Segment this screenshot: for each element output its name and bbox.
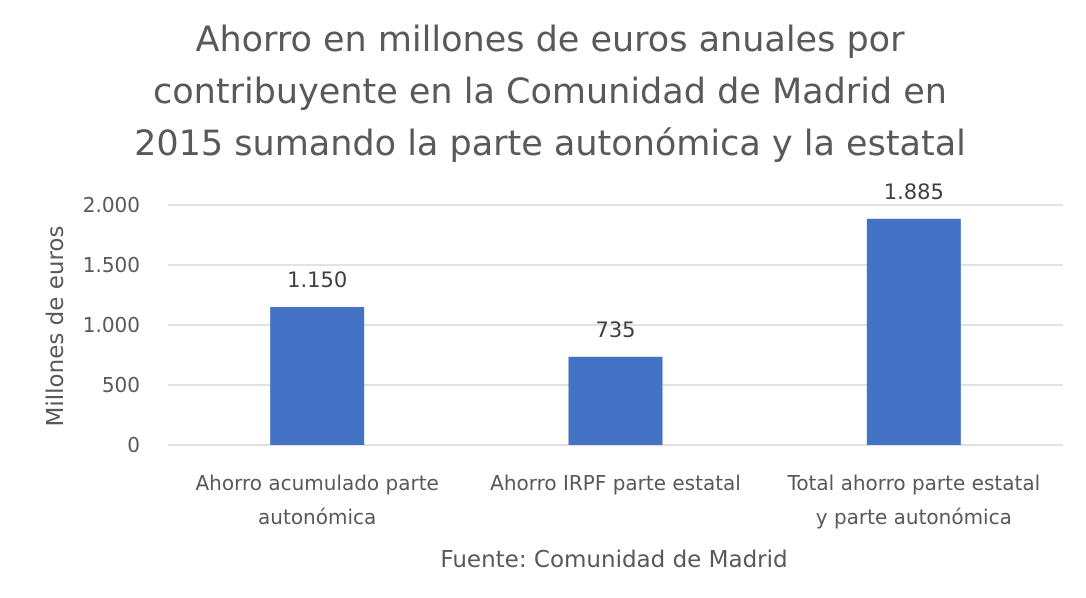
chart-title-line-2: contribuyente en la Comunidad de Madrid … (153, 72, 947, 112)
y-axis-ticks: 0 500 1.000 1.500 2.000 (83, 193, 140, 457)
chart-title-line-3: 2015 sumando la parte autonómica y la es… (134, 124, 966, 164)
y-axis-label: Millones de euros (43, 226, 69, 427)
y-tick-label: 2.000 (83, 193, 140, 217)
category-labels: Ahorro acumulado parte autonómica Ahorro I… (195, 471, 1040, 529)
bars (270, 218, 961, 445)
category-label: Ahorro acumulado parte (195, 471, 438, 495)
bar-0 (270, 307, 365, 445)
chart-title-line-1: Ahorro en millones de euros anuales por (195, 20, 905, 60)
y-tick-label: 1.500 (83, 253, 140, 277)
y-tick-label: 500 (102, 373, 140, 397)
y-tick-label: 1.000 (83, 313, 140, 337)
bar-2 (866, 218, 961, 445)
category-label: Ahorro IRPF parte estatal (490, 471, 741, 495)
chart-title: Ahorro en millones de euros anuales por … (120, 14, 980, 170)
category-label: y parte autonómica (816, 505, 1012, 529)
data-label: 735 (595, 318, 635, 342)
y-tick-label: 0 (127, 433, 140, 457)
data-labels: 1.150 735 1.885 (287, 180, 944, 342)
data-label: 1.885 (884, 180, 944, 204)
category-label: autonómica (258, 505, 376, 529)
data-label: 1.150 (287, 268, 347, 292)
bar-1 (568, 356, 663, 445)
x-axis-source-label: Fuente: Comunidad de Madrid (440, 547, 787, 573)
category-label: Total ahorro parte estatal (787, 471, 1041, 495)
